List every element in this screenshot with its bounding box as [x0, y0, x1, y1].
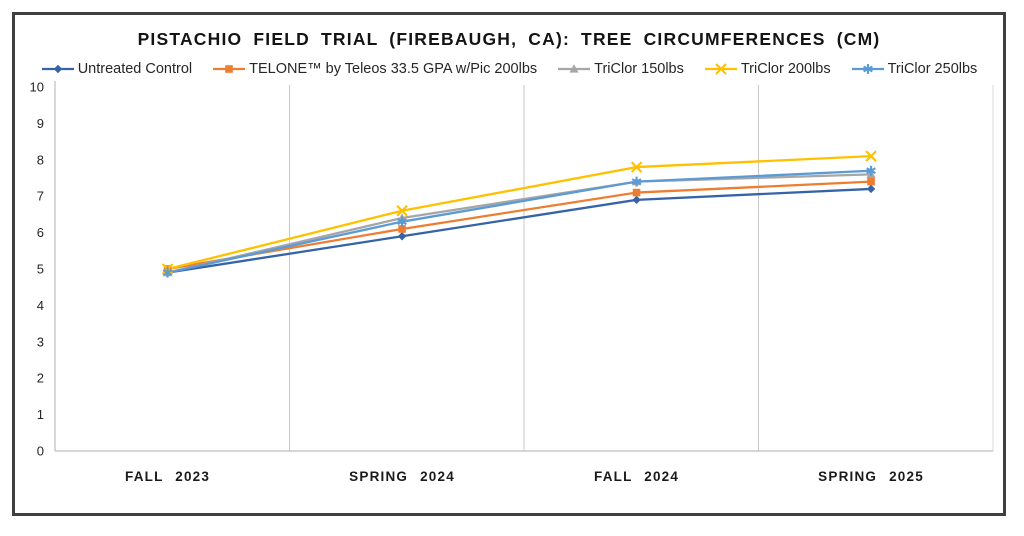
legend-label: TriClor 150lbs: [594, 61, 684, 77]
series-line: [167, 187, 872, 274]
data-point-marker: [866, 184, 876, 194]
diamond-marker-icon: [41, 64, 74, 74]
chart-frame: PISTACHIO FIELD TRIAL (FIREBAUGH, CA): T…: [12, 12, 1006, 516]
data-point-marker: [569, 64, 579, 73]
x-category-label: SPRING 2024: [349, 469, 455, 484]
y-tick-label: 4: [37, 298, 44, 313]
y-tick-label: 6: [37, 225, 44, 240]
legend-item-3: TriClor 150lbs: [557, 61, 684, 77]
y-tick-label: 9: [37, 116, 44, 131]
data-point-marker: [630, 161, 643, 173]
triangle-marker-icon: [558, 64, 591, 73]
y-tick-label: 3: [37, 334, 44, 349]
legend-item-4: TriClor 200lbs: [704, 61, 831, 77]
data-point-marker: [397, 216, 407, 227]
x-category-label: SPRING 2025: [818, 469, 924, 484]
legend-label: TELONE™ by Teleos 33.5 GPA w/Pic 200lbs: [249, 61, 538, 77]
x-marker-icon: [704, 63, 737, 75]
plot-area: 0 1 2 3 4 5 6 7 8 9 10 FALL 2023 SPRING 2024 FALL 202…: [30, 80, 994, 484]
legend-item-2: TELONE™ by Teleos 33.5 GPA w/Pic 200lbs: [212, 61, 537, 77]
y-tick-label: 1: [37, 407, 44, 422]
chart-legend: Untreated Control TELONE™ by Teleos 33.5 …: [15, 61, 1003, 77]
x-category-label: FALL 2024: [594, 469, 679, 484]
legend-item-5: TriClor 250lbs: [851, 61, 978, 77]
series-line: [167, 169, 872, 274]
series-line: [167, 155, 872, 271]
legend-label: Untreated Control: [77, 61, 193, 77]
data-point-marker: [865, 150, 877, 162]
chart-title: PISTACHIO FIELD TRIAL (FIREBAUGH, CA): T…: [137, 29, 881, 49]
x-category-label: FALL 2023: [125, 469, 210, 484]
data-point-marker: [632, 188, 641, 197]
data-point-marker: [225, 65, 233, 73]
legend-label: TriClor 250lbs: [887, 61, 978, 77]
series-line: [167, 180, 872, 271]
legend-item-1: Untreated Control: [41, 61, 192, 77]
y-tick-label: 7: [37, 189, 44, 204]
y-tick-label: 10: [30, 80, 44, 95]
data-point-marker: [631, 176, 642, 187]
y-tick-label: 5: [37, 262, 44, 277]
data-point-marker: [53, 64, 62, 74]
y-tick-label: 8: [37, 152, 44, 167]
data-point-marker: [862, 64, 873, 74]
y-tick-label: 2: [37, 371, 44, 386]
series-line: [167, 173, 872, 274]
data-point-marker: [398, 225, 406, 233]
square-marker-icon: [213, 65, 246, 73]
data-point-marker: [867, 177, 875, 186]
data-point-marker: [715, 63, 727, 75]
data-point-marker: [866, 165, 876, 176]
legend-label: TriClor 200lbs: [740, 61, 831, 77]
data-point-marker: [397, 232, 407, 241]
data-point-marker: [162, 267, 173, 278]
asterisk-marker-icon: [851, 64, 884, 74]
data-point-marker: [396, 205, 408, 217]
y-tick-label: 0: [37, 444, 44, 459]
data-point-marker: [632, 195, 641, 205]
